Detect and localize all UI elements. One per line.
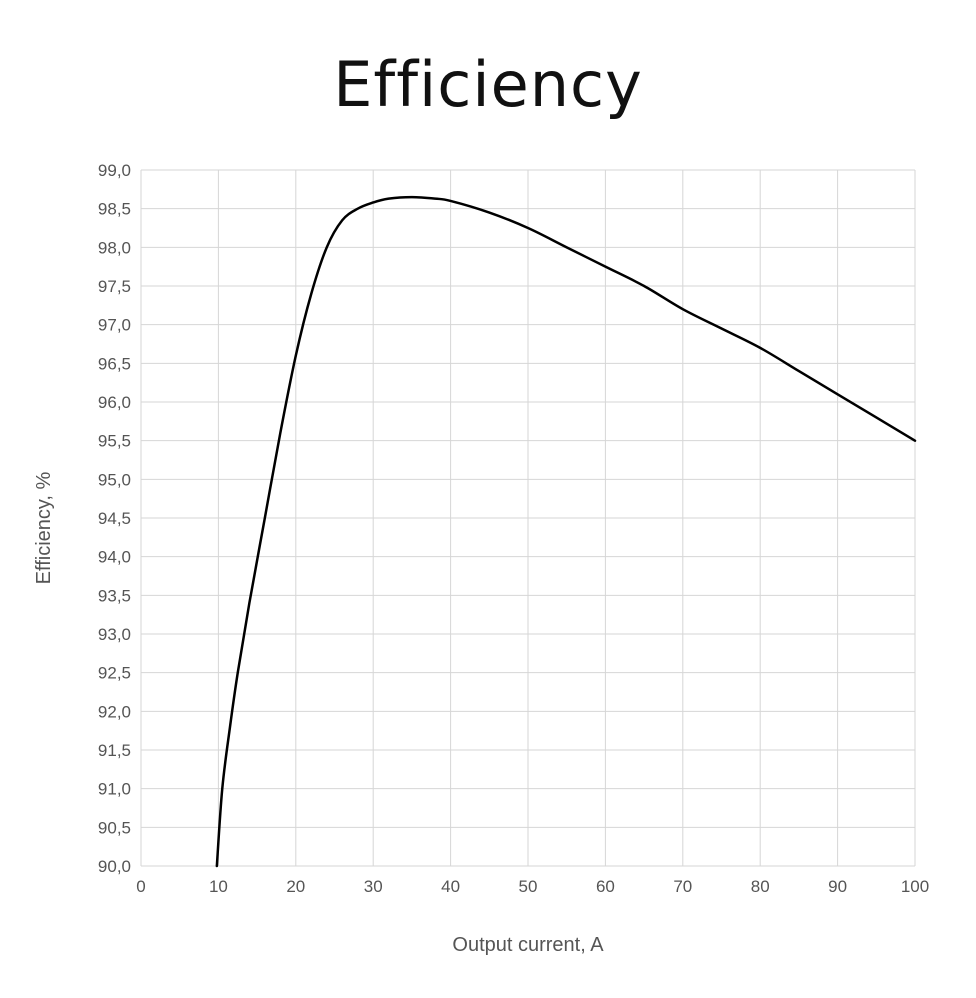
horizontal-gridlines <box>141 169 915 867</box>
x-tick-label: 60 <box>596 877 615 896</box>
y-tick-label: 98,5 <box>98 200 131 219</box>
y-tick-label: 95,5 <box>98 432 131 451</box>
y-tick-label: 90,5 <box>98 818 131 837</box>
y-tick-label: 93,0 <box>98 625 131 644</box>
efficiency-series-line <box>215 195 917 868</box>
y-tick-label: 94,5 <box>98 509 131 528</box>
y-axis-tick-labels: 90,0 90,5 91,0 91,5 92,0 92,5 93,0 93,5 94,0 94,5… <box>98 161 131 876</box>
x-tick-label: 20 <box>286 877 305 896</box>
x-tick-label: 10 <box>209 877 228 896</box>
y-tick-label: 93,5 <box>98 586 131 605</box>
y-tick-label: 95,0 <box>98 470 131 489</box>
y-axis-label: Efficiency, % <box>33 471 55 584</box>
y-tick-label: 96,0 <box>98 393 131 412</box>
y-tick-label: 91,0 <box>98 780 131 799</box>
x-tick-label: 80 <box>751 877 770 896</box>
x-tick-label: 0 <box>136 877 145 896</box>
y-tick-label: 94,0 <box>98 548 131 567</box>
x-tick-label: 50 <box>519 877 538 896</box>
y-tick-label: 92,5 <box>98 664 131 683</box>
y-tick-label: 99,0 <box>98 161 131 180</box>
x-tick-label: 30 <box>364 877 383 896</box>
series-group <box>215 195 917 868</box>
x-tick-label: 100 <box>901 877 929 896</box>
y-tick-label: 98,0 <box>98 238 131 257</box>
y-tick-label: 92,0 <box>98 702 131 721</box>
x-tick-label: 90 <box>828 877 847 896</box>
y-tick-label: 97,0 <box>98 316 131 335</box>
y-tick-label: 96,5 <box>98 354 131 373</box>
x-tick-label: 70 <box>673 877 692 896</box>
x-axis-label: Output current, A <box>452 934 604 956</box>
x-tick-label: 40 <box>441 877 460 896</box>
y-tick-label: 91,5 <box>98 741 131 760</box>
y-tick-label: 97,5 <box>98 277 131 296</box>
chart-title: Efficiency <box>333 48 643 121</box>
y-tick-label: 90,0 <box>98 857 131 876</box>
x-axis-tick-labels: 0 10 20 30 40 50 60 70 80 90 100 <box>136 877 929 896</box>
